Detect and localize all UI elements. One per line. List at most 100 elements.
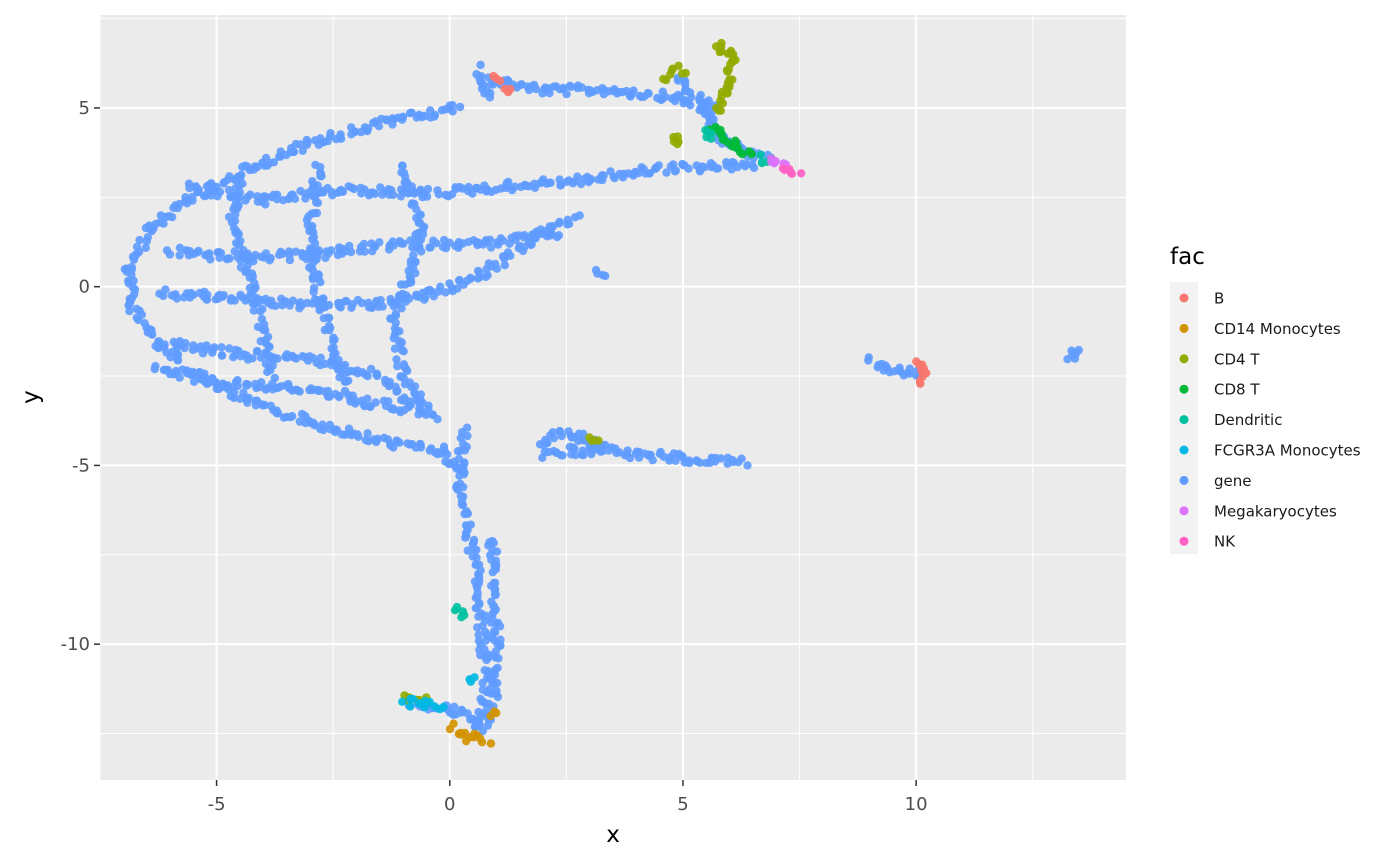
- data-point: [700, 163, 709, 172]
- data-point: [311, 136, 320, 145]
- data-point: [637, 163, 646, 172]
- data-point: [478, 726, 488, 736]
- data-point: [386, 314, 396, 323]
- data-point: [346, 366, 356, 376]
- data-point: [441, 288, 450, 297]
- data-point: [135, 235, 144, 245]
- data-point: [643, 88, 653, 98]
- data-point: [570, 444, 579, 453]
- data-point: [310, 295, 320, 304]
- data-point: [356, 183, 365, 193]
- legend-label: B: [1214, 290, 1224, 308]
- data-point: [376, 295, 385, 305]
- data-point: [175, 373, 184, 382]
- data-point: [309, 283, 319, 293]
- data-point: [250, 299, 260, 309]
- data-point: [706, 159, 716, 168]
- data-point: [449, 719, 458, 728]
- data-point: [771, 157, 780, 166]
- data-point: [619, 169, 629, 179]
- data-point: [377, 114, 386, 124]
- data-point: [371, 398, 380, 407]
- data-point: [520, 231, 529, 240]
- y-axis-title: y: [18, 390, 44, 404]
- data-point: [555, 217, 564, 227]
- data-point: [518, 246, 528, 256]
- data-point: [738, 150, 747, 159]
- data-point: [563, 215, 572, 224]
- data-point: [387, 404, 396, 413]
- data-point: [407, 108, 416, 117]
- data-point: [422, 698, 432, 707]
- legend-label: CD14 Monocytes: [1214, 320, 1341, 338]
- data-point: [743, 461, 752, 470]
- data-point: [423, 184, 433, 194]
- data-point: [491, 185, 501, 195]
- data-point: [455, 471, 464, 480]
- data-point: [295, 387, 304, 396]
- data-point: [737, 454, 746, 463]
- data-point: [332, 134, 341, 144]
- data-point: [238, 179, 247, 188]
- data-point: [301, 194, 310, 203]
- data-point: [674, 137, 683, 146]
- data-point: [472, 545, 481, 555]
- data-point: [219, 291, 228, 300]
- data-point: [393, 361, 402, 371]
- data-point: [558, 451, 567, 460]
- data-point: [172, 294, 182, 303]
- x-axis-title: x: [606, 822, 620, 848]
- data-point: [257, 378, 266, 387]
- data-point: [575, 211, 584, 220]
- data-point: [418, 230, 428, 239]
- x-tick-label: 10: [905, 794, 928, 815]
- data-point: [202, 341, 211, 350]
- data-point: [264, 342, 273, 351]
- data-point: [471, 604, 480, 613]
- data-point: [173, 356, 182, 365]
- x-tick-label: 5: [677, 794, 688, 815]
- legend-label: Megakaryocytes: [1214, 502, 1337, 520]
- data-point: [531, 233, 540, 243]
- data-point: [319, 425, 328, 435]
- data-point: [125, 306, 134, 316]
- data-point: [359, 239, 369, 249]
- data-point: [538, 453, 547, 462]
- data-point: [495, 76, 505, 86]
- series-nk: [778, 164, 806, 178]
- data-point: [425, 285, 434, 295]
- data-point: [243, 193, 252, 202]
- data-point: [482, 702, 492, 712]
- data-point: [686, 93, 696, 102]
- data-point: [418, 398, 427, 407]
- data-point: [194, 185, 203, 194]
- legend-key-cd14-monocytes: [1179, 323, 1189, 333]
- data-point: [302, 140, 312, 149]
- data-point: [493, 678, 502, 688]
- data-point: [323, 313, 333, 322]
- data-point: [545, 178, 554, 188]
- data-point: [252, 347, 262, 356]
- data-point: [308, 418, 318, 427]
- data-point: [456, 446, 465, 455]
- data-point: [713, 164, 723, 173]
- data-point: [147, 226, 156, 236]
- data-point: [671, 456, 680, 465]
- data-point: [181, 339, 190, 348]
- data-point: [397, 161, 407, 170]
- data-point: [416, 439, 425, 449]
- data-point: [392, 387, 401, 396]
- data-point: [206, 255, 215, 264]
- series-fcgr3a-monocytes: [398, 673, 479, 714]
- data-point: [130, 285, 140, 294]
- data-point: [577, 83, 586, 92]
- data-point: [285, 250, 294, 260]
- data-point: [905, 364, 914, 373]
- data-point: [531, 84, 541, 94]
- data-point: [316, 353, 325, 362]
- data-point: [895, 363, 904, 372]
- data-point: [459, 280, 468, 289]
- data-point: [421, 410, 431, 419]
- legend-label: CD4 T: [1214, 350, 1260, 368]
